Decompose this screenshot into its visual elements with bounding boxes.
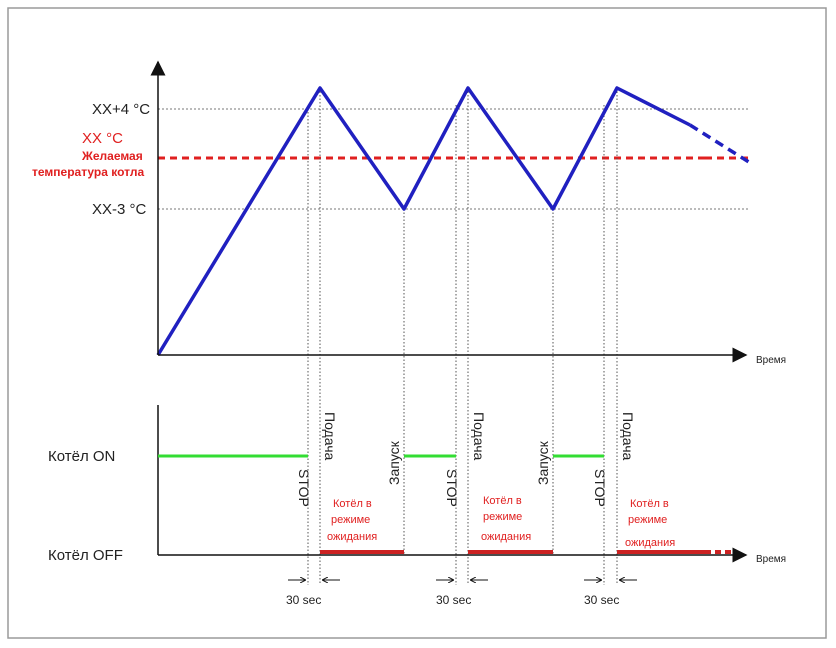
max-temp-label: XX+4 °C (92, 101, 150, 118)
svg-text:ожидания: ожидания (481, 531, 531, 543)
feed-label-1: Подача (322, 412, 338, 460)
frame-border (7, 7, 827, 639)
setpoint-caption-2: температура котла (32, 165, 144, 179)
svg-text:Котёл в: Котёл в (630, 498, 669, 510)
temperature-curve-continuation (689, 123, 753, 166)
temperature-curve (156, 86, 691, 356)
svg-text:режиме: режиме (483, 511, 522, 523)
feed-label-3: Подача (620, 412, 636, 460)
standby-text-3: Котёл в режиме ожидания (625, 498, 675, 549)
delay-label-1: 30 sec (286, 593, 321, 607)
delay-label-3: 30 sec (584, 593, 619, 607)
svg-text:ожидания: ожидания (327, 531, 377, 543)
delay-marker-2: 30 sec (436, 580, 488, 607)
start-label-2: Запуск (535, 440, 551, 485)
delay-marker-3: 30 sec (584, 580, 637, 607)
standby-text-1: Котёл в режиме ожидания (327, 498, 377, 543)
temperature-x-axis-label: Время (756, 355, 786, 366)
feed-label-2: Подача (471, 412, 487, 460)
stop-label-3: STOP (592, 469, 608, 507)
start-label-1: Запуск (386, 440, 402, 485)
delay-label-2: 30 sec (436, 593, 471, 607)
svg-text:режиме: режиме (331, 514, 370, 526)
setpoint-caption-1: Желаемая (81, 149, 143, 163)
boiler-off-label: Котёл OFF (48, 547, 123, 564)
boiler-on-label: Котёл ON (48, 448, 115, 465)
min-temp-label: XX-3 °C (92, 201, 147, 218)
delay-marker-1: 30 sec (286, 580, 340, 607)
stop-label-1: STOP (296, 469, 312, 507)
boiler-x-axis-label: Время (756, 554, 786, 565)
svg-text:ожидания: ожидания (625, 537, 675, 549)
setpoint-label: XX °C (82, 130, 123, 147)
svg-text:Котёл в: Котёл в (333, 498, 372, 510)
svg-text:режиме: режиме (628, 514, 667, 526)
stop-label-2: STOP (444, 469, 460, 507)
svg-text:Котёл в: Котёл в (483, 495, 522, 507)
standby-text-2: Котёл в режиме ожидания (481, 495, 531, 543)
event-guides (307, 88, 618, 585)
